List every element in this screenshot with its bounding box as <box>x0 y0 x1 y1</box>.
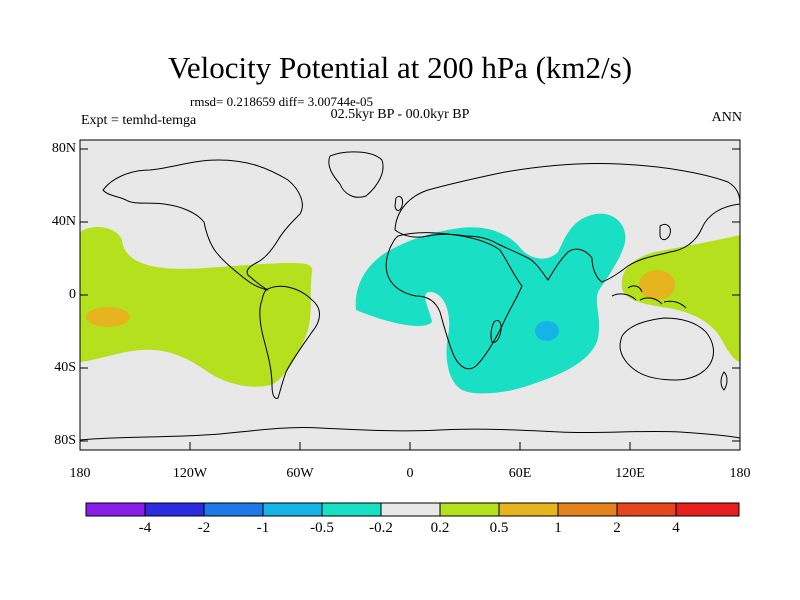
colorbar-label: -2 <box>197 520 211 536</box>
lat-label: 80N <box>51 141 76 156</box>
colorbar-label: 4 <box>672 520 680 536</box>
stats-line: rmsd= 0.218659 diff= 3.00744e-05 <box>190 94 374 109</box>
west-pacific-positive-region <box>621 235 740 362</box>
japan-outline <box>659 223 671 241</box>
africa-outline <box>385 232 523 370</box>
new-zealand-outline <box>720 371 728 391</box>
pacific-strong-positive <box>86 307 130 327</box>
madagascar-outline <box>490 319 502 343</box>
colorbar-label: -0.2 <box>369 520 393 536</box>
north-america-outline <box>102 159 303 291</box>
lon-label: 180 <box>69 466 91 481</box>
experiment-label: Expt = temhd-temga <box>81 113 197 128</box>
colorbar-box <box>498 502 559 517</box>
colorbar-label: -0.5 <box>310 520 334 536</box>
lon-label: 60E <box>508 466 532 481</box>
colorbar-box <box>439 502 500 517</box>
map-area <box>80 140 740 450</box>
period-label: 02.5kyr BP - 00.0kyr BP <box>330 107 470 122</box>
colorbar-box <box>321 502 382 517</box>
antarctica-outline <box>80 426 740 441</box>
lat-label: 0 <box>69 287 76 302</box>
colorbar-box <box>380 502 441 517</box>
lat-label: 80S <box>54 433 76 448</box>
lon-label: 0 <box>406 466 414 481</box>
pacific-positive-region <box>80 226 313 387</box>
colorbar-label: 0.5 <box>489 520 509 536</box>
indian-ocean-negative-region <box>355 213 626 394</box>
colorbar-label: 2 <box>613 520 621 536</box>
lat-label: 40S <box>54 360 76 375</box>
season-label: ANN <box>711 110 742 125</box>
lon-label: 120W <box>172 466 208 481</box>
plot-title: Velocity Potential at 200 hPa (km2/s) <box>167 50 633 85</box>
colorbar-label: 0.2 <box>430 520 450 536</box>
colorbar-box <box>557 502 618 517</box>
colorbar-box <box>144 502 205 517</box>
lon-ticks <box>79 442 741 450</box>
colorbar-box <box>85 502 146 517</box>
colorbar-box <box>675 502 740 517</box>
lat-label: 40N <box>51 214 76 229</box>
lon-label: 120E <box>615 466 645 481</box>
lat-ticks <box>80 148 740 442</box>
coastlines <box>80 151 740 441</box>
maritime-continent-outline <box>611 285 687 309</box>
uk-outline <box>394 195 403 211</box>
lon-label: 180 <box>729 466 751 481</box>
west-pacific-strong-positive <box>639 270 675 300</box>
australia-outline <box>619 317 714 381</box>
colorbar-label: -4 <box>138 520 152 536</box>
colorbar-label: 1 <box>554 520 562 536</box>
colorbar-box <box>262 502 323 517</box>
south-america-outline <box>259 285 320 399</box>
greenland-outline <box>328 151 384 198</box>
colorbar-box <box>203 502 264 517</box>
lon-label: 60W <box>286 466 314 481</box>
colorbar-box <box>616 502 677 517</box>
colorbar-label: -1 <box>256 520 270 536</box>
europe-asia-outline <box>394 162 740 283</box>
colorbar <box>85 502 740 517</box>
indian-ocean-strong-negative <box>535 321 559 341</box>
